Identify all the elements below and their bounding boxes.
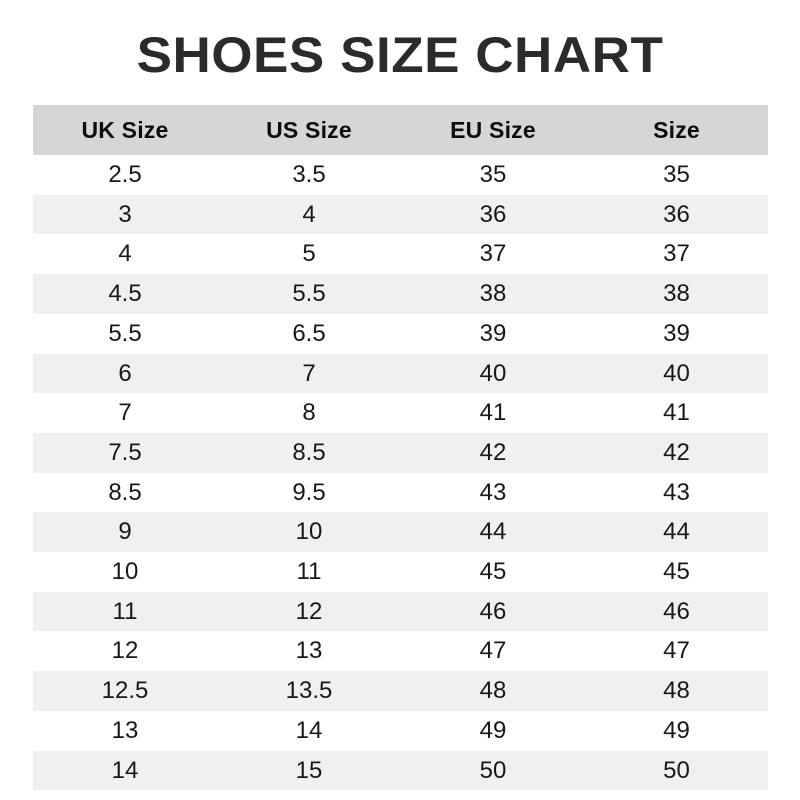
cell-uk-size: 4 xyxy=(33,234,217,275)
table-row: 10 11 45 45 xyxy=(33,552,768,592)
cell-us-size: 9.5 xyxy=(217,472,401,513)
cell-size: 46 xyxy=(585,591,768,632)
column-header-size: Size xyxy=(585,105,768,155)
cell-size: 43 xyxy=(585,472,768,513)
cell-us-size: 5.5 xyxy=(217,274,401,314)
table-row: 2.5 3.5 35 35 xyxy=(33,155,768,195)
cell-size: 40 xyxy=(585,353,768,394)
size-table-container: UK Size US Size EU Size Size 2.5 3.5 35 … xyxy=(33,105,768,791)
cell-us-size: 3.5 xyxy=(217,155,401,195)
cell-size: 49 xyxy=(585,710,768,751)
cell-eu-size: 44 xyxy=(401,512,585,553)
cell-size: 50 xyxy=(585,750,768,791)
cell-size: 48 xyxy=(585,671,768,711)
cell-us-size: 12 xyxy=(217,591,401,632)
column-header-uk-size: UK Size xyxy=(33,105,217,155)
cell-eu-size: 47 xyxy=(401,631,585,672)
table-row: 6 7 40 40 xyxy=(33,353,768,394)
table-row: 12.5 13.5 48 48 xyxy=(33,671,768,711)
table-header-row: UK Size US Size EU Size Size xyxy=(33,105,768,155)
cell-us-size: 14 xyxy=(217,710,401,751)
table-row: 4.5 5.5 38 38 xyxy=(33,274,768,314)
table-row: 12 13 47 47 xyxy=(33,631,768,672)
cell-eu-size: 38 xyxy=(401,274,585,314)
cell-uk-size: 2.5 xyxy=(33,155,217,195)
table-row: 11 12 46 46 xyxy=(33,591,768,632)
cell-size: 39 xyxy=(585,313,768,354)
cell-eu-size: 50 xyxy=(401,750,585,791)
cell-us-size: 13 xyxy=(217,631,401,672)
cell-uk-size: 4.5 xyxy=(33,274,217,314)
table-header: UK Size US Size EU Size Size xyxy=(33,105,768,155)
cell-us-size: 6.5 xyxy=(217,313,401,354)
cell-us-size: 4 xyxy=(217,194,401,235)
cell-us-size: 8 xyxy=(217,393,401,433)
cell-eu-size: 43 xyxy=(401,472,585,513)
column-header-us-size: US Size xyxy=(217,105,401,155)
cell-uk-size: 12.5 xyxy=(33,671,217,711)
cell-uk-size: 8.5 xyxy=(33,472,217,513)
cell-uk-size: 7 xyxy=(33,393,217,433)
table-row: 14 15 50 50 xyxy=(33,750,768,791)
table-row: 13 14 49 49 xyxy=(33,710,768,751)
cell-uk-size: 11 xyxy=(33,591,217,632)
cell-eu-size: 36 xyxy=(401,194,585,235)
cell-uk-size: 13 xyxy=(33,710,217,751)
cell-size: 41 xyxy=(585,393,768,433)
cell-size: 38 xyxy=(585,274,768,314)
cell-us-size: 10 xyxy=(217,512,401,553)
cell-uk-size: 5.5 xyxy=(33,313,217,354)
cell-eu-size: 35 xyxy=(401,155,585,195)
shoe-size-table: UK Size US Size EU Size Size 2.5 3.5 35 … xyxy=(33,105,768,791)
table-row: 7.5 8.5 42 42 xyxy=(33,432,768,473)
cell-size: 36 xyxy=(585,194,768,235)
cell-us-size: 13.5 xyxy=(217,671,401,711)
cell-eu-size: 45 xyxy=(401,552,585,592)
cell-eu-size: 39 xyxy=(401,313,585,354)
cell-eu-size: 49 xyxy=(401,710,585,751)
cell-eu-size: 42 xyxy=(401,432,585,473)
cell-uk-size: 6 xyxy=(33,353,217,394)
cell-us-size: 11 xyxy=(217,552,401,592)
page-title: SHOES SIZE CHART xyxy=(136,27,664,83)
cell-eu-size: 40 xyxy=(401,353,585,394)
cell-uk-size: 10 xyxy=(33,552,217,592)
column-header-eu-size: EU Size xyxy=(401,105,585,155)
cell-size: 42 xyxy=(585,432,768,473)
cell-eu-size: 46 xyxy=(401,591,585,632)
cell-us-size: 7 xyxy=(217,353,401,394)
cell-us-size: 5 xyxy=(217,234,401,275)
cell-size: 35 xyxy=(585,155,768,195)
table-body: 2.5 3.5 35 35 3 4 36 36 4 5 37 37 xyxy=(33,155,768,791)
table-row: 9 10 44 44 xyxy=(33,512,768,553)
cell-size: 44 xyxy=(585,512,768,553)
cell-uk-size: 9 xyxy=(33,512,217,553)
cell-us-size: 8.5 xyxy=(217,432,401,473)
table-row: 7 8 41 41 xyxy=(33,393,768,433)
table-row: 5.5 6.5 39 39 xyxy=(33,313,768,354)
cell-uk-size: 7.5 xyxy=(33,432,217,473)
table-row: 3 4 36 36 xyxy=(33,194,768,235)
cell-uk-size: 14 xyxy=(33,750,217,791)
table-row: 4 5 37 37 xyxy=(33,234,768,275)
cell-eu-size: 41 xyxy=(401,393,585,433)
table-row: 8.5 9.5 43 43 xyxy=(33,472,768,513)
cell-eu-size: 48 xyxy=(401,671,585,711)
cell-size: 47 xyxy=(585,631,768,672)
cell-size: 37 xyxy=(585,234,768,275)
cell-uk-size: 3 xyxy=(33,194,217,235)
cell-size: 45 xyxy=(585,552,768,592)
cell-uk-size: 12 xyxy=(33,631,217,672)
cell-eu-size: 37 xyxy=(401,234,585,275)
cell-us-size: 15 xyxy=(217,750,401,791)
